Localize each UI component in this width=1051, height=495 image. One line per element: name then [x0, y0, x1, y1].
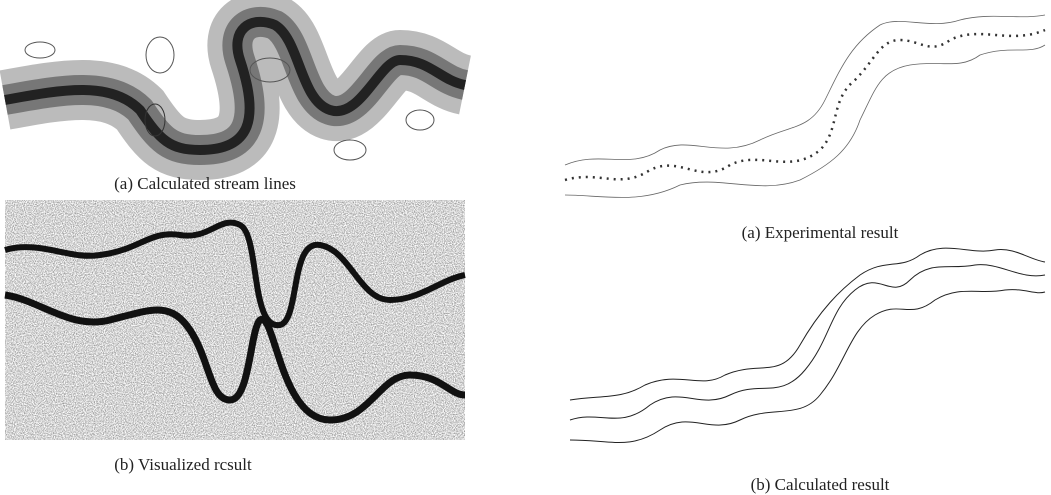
experimental-image	[565, 15, 1045, 198]
caption: (b) Visualized rcsult	[114, 455, 252, 474]
calculated-image	[570, 248, 1045, 442]
figure: (a) Calculated stream lines (b) Visualiz…	[0, 0, 1051, 495]
caption: (a) Calculated stream lines	[114, 174, 296, 193]
stream-lines-image	[5, 22, 465, 160]
page: (a) Calculated stream lines (b) Visualiz…	[0, 0, 1051, 495]
caption: (a) Experimental result	[742, 223, 899, 242]
visualized-image	[5, 200, 465, 440]
caption: (b) Calculated result	[751, 475, 890, 494]
